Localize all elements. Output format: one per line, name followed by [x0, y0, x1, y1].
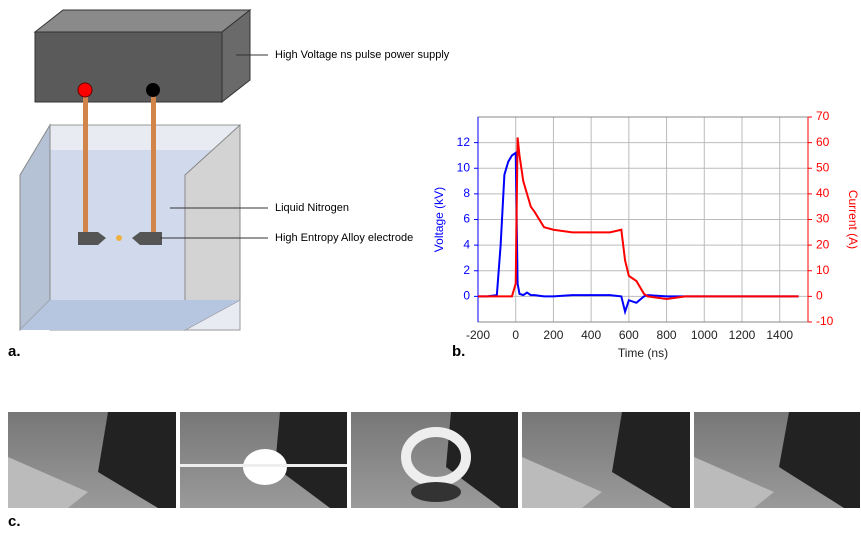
- y2-axis-label: Current (A): [846, 190, 860, 249]
- label: High Voltage ns pulse power supply: [275, 49, 450, 61]
- rod: [83, 92, 88, 235]
- terminal: [146, 83, 160, 97]
- x-tick-label: 600: [619, 328, 639, 342]
- y2-tick-label: 0: [816, 289, 823, 303]
- line-series: [478, 151, 799, 316]
- container-left: [19, 123, 51, 332]
- y2-tick-label: 30: [816, 212, 830, 226]
- x-axis-label: Time (ns): [618, 346, 668, 360]
- x-tick-label: -200: [466, 328, 490, 342]
- electrode: [78, 232, 106, 245]
- y2-tick-label: 40: [816, 186, 830, 200]
- spark: [116, 235, 122, 241]
- y2-tick-label: 50: [816, 160, 830, 174]
- electrode: [132, 232, 162, 245]
- x-tick-label: 800: [657, 328, 677, 342]
- y2-tick-label: 20: [816, 237, 830, 251]
- photo: [8, 412, 176, 508]
- photo: [351, 412, 518, 508]
- y2-tick-label: 70: [816, 109, 830, 123]
- line-series: [478, 137, 799, 300]
- x-tick-label: 400: [581, 328, 601, 342]
- x-tick-label: 1200: [729, 328, 756, 342]
- y2-tick-label: 10: [816, 263, 830, 277]
- y-tick-label: 8: [463, 186, 470, 200]
- y-tick-label: 2: [463, 263, 470, 277]
- y-tick-label: 4: [463, 237, 470, 251]
- rod: [151, 92, 156, 235]
- x-tick-label: 200: [543, 328, 563, 342]
- photo: [694, 412, 860, 508]
- box-top: [33, 9, 252, 33]
- container-floor: [20, 300, 240, 330]
- x-tick-label: 0: [512, 328, 519, 342]
- x-tick-label: 1000: [691, 328, 718, 342]
- panel-label: c.: [8, 513, 21, 530]
- photos: [8, 412, 860, 508]
- y2-tick-label: 60: [816, 135, 830, 149]
- y-tick-label: 10: [457, 160, 471, 174]
- box-front: [34, 31, 223, 103]
- panel-label: a.: [8, 343, 21, 360]
- chart: -200 0 200 400 600 800 1000 1200 1400024681012-1…: [432, 109, 860, 360]
- photo: [522, 412, 690, 508]
- y-tick-label: 12: [457, 135, 471, 149]
- panel-label: b.: [452, 343, 465, 360]
- x-tick-label: 1400: [766, 328, 793, 342]
- label: High Entropy Alloy electrode: [275, 232, 413, 244]
- y2-tick-label: -10: [816, 314, 834, 328]
- terminal: [77, 82, 93, 98]
- y-tick-label: 0: [463, 289, 470, 303]
- y-axis-label: Voltage (kV): [432, 187, 446, 252]
- y-tick-label: 6: [463, 212, 470, 226]
- photo: [180, 412, 347, 508]
- label: Liquid Nitrogen: [275, 202, 349, 214]
